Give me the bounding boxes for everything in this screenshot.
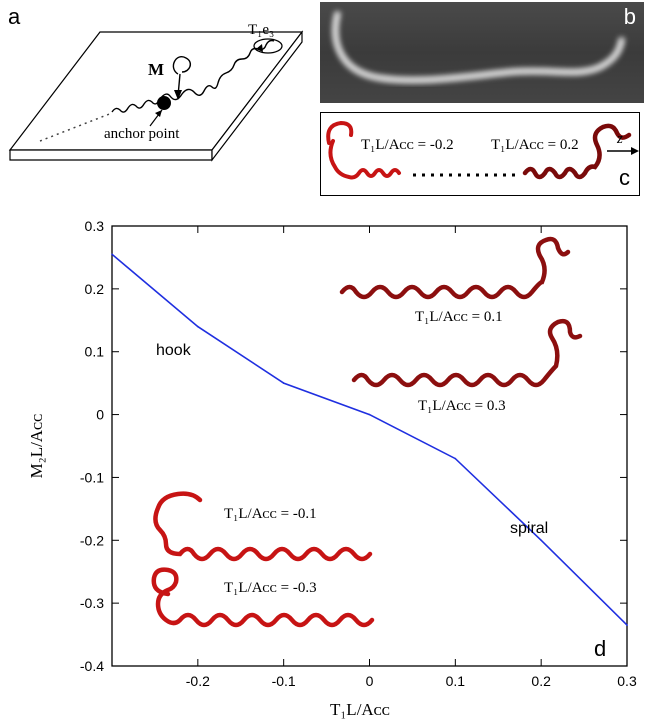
- x-tick-label: 0.1: [446, 673, 466, 689]
- y-axis-label: M₂L/Aᴄᴄ: [27, 413, 46, 479]
- y-tick-label: 0.1: [85, 344, 105, 360]
- x-axis-ticks: -0.2 -0.1 0 0.1 0.2 0.3: [186, 226, 637, 689]
- inset-label-p03: T₁L/Aᴄᴄ = 0.3: [418, 398, 506, 414]
- panel-letter-d: d: [594, 636, 607, 661]
- left-filament: [326, 120, 401, 180]
- y-axis-ticks: 0.3 0.2 0.1 0 -0.1 -0.2 -0.3 -0.4: [80, 218, 627, 674]
- spiral-label: spiral: [510, 520, 549, 537]
- right-filament: [522, 123, 632, 180]
- inset-label-m01: T₁L/Aᴄᴄ = -0.1: [224, 506, 317, 522]
- x-tick-label: 0.3: [617, 673, 637, 689]
- anchor-point-label: anchor point: [104, 126, 180, 142]
- panel-c-box: T₁L/Aᴄᴄ = -0.2 T₁L/Aᴄᴄ = 0.2 z c: [320, 112, 640, 196]
- inset-label-p01: T₁L/Aᴄᴄ = 0.1: [415, 309, 503, 325]
- panel-letter-a: a: [8, 4, 21, 29]
- series-point: [368, 413, 371, 416]
- panel-c-right-label: T₁L/Aᴄᴄ = 0.2: [491, 137, 579, 153]
- twist-rotation-arrow: [253, 38, 283, 54]
- y-tick-label: 0.2: [85, 281, 105, 297]
- twist-label: T₁e₃: [248, 22, 275, 38]
- panel-letter-b: b: [623, 4, 636, 29]
- y-tick-label: -0.1: [80, 469, 104, 485]
- panel-c-drawing: [326, 120, 639, 180]
- series-line: [111, 253, 628, 626]
- y-tick-label: -0.3: [80, 595, 104, 611]
- series-point: [626, 624, 628, 626]
- panel-a-schematic: [8, 30, 304, 162]
- z-axis-arrowhead: [631, 147, 639, 155]
- x-tick-label: 0: [366, 673, 374, 689]
- anchor-arrowhead: [155, 110, 162, 117]
- x-tick-label: -0.2: [186, 673, 210, 689]
- series-point: [111, 253, 113, 256]
- series-point: [454, 457, 457, 460]
- twist-arrowhead: [256, 44, 263, 52]
- moment-arrowhead: [174, 90, 182, 100]
- anchor-point-dot: [157, 96, 171, 110]
- x-tick-label: 0.2: [531, 673, 551, 689]
- panel-c-left-label: T₁L/Aᴄᴄ = -0.2: [361, 137, 454, 153]
- inset-filament-p01: [339, 236, 571, 300]
- moment-rotation-arrow: [172, 56, 192, 75]
- y-tick-label: -0.2: [80, 532, 104, 548]
- panel-b-micrograph: b: [320, 2, 644, 103]
- x-axis-label: T₁L/Aᴄᴄ: [330, 700, 390, 719]
- panel-letter-c: c: [619, 165, 630, 190]
- series-point: [282, 382, 285, 384]
- slab-side: [211, 30, 303, 162]
- series-point: [197, 325, 199, 328]
- y-tick-label: 0.3: [85, 218, 105, 234]
- hook-label: hook: [156, 342, 191, 359]
- inset-filament-m01: [153, 491, 373, 562]
- x-tick-label: -0.1: [272, 673, 296, 689]
- filament-image: [332, 11, 625, 84]
- moment-label: M: [148, 60, 165, 79]
- y-tick-label: -0.4: [80, 658, 104, 674]
- inset-filament-p03: [351, 318, 583, 388]
- filament-wave: [111, 39, 275, 113]
- z-axis-label: z: [617, 131, 623, 147]
- y-tick-label: 0: [96, 407, 104, 423]
- series-points: [111, 253, 628, 626]
- inset-filament-m03: [151, 567, 375, 628]
- dotted-filament: [39, 112, 113, 142]
- inset-label-m03: T₁L/Aᴄᴄ = -0.3: [224, 580, 317, 596]
- series-point: [540, 539, 542, 542]
